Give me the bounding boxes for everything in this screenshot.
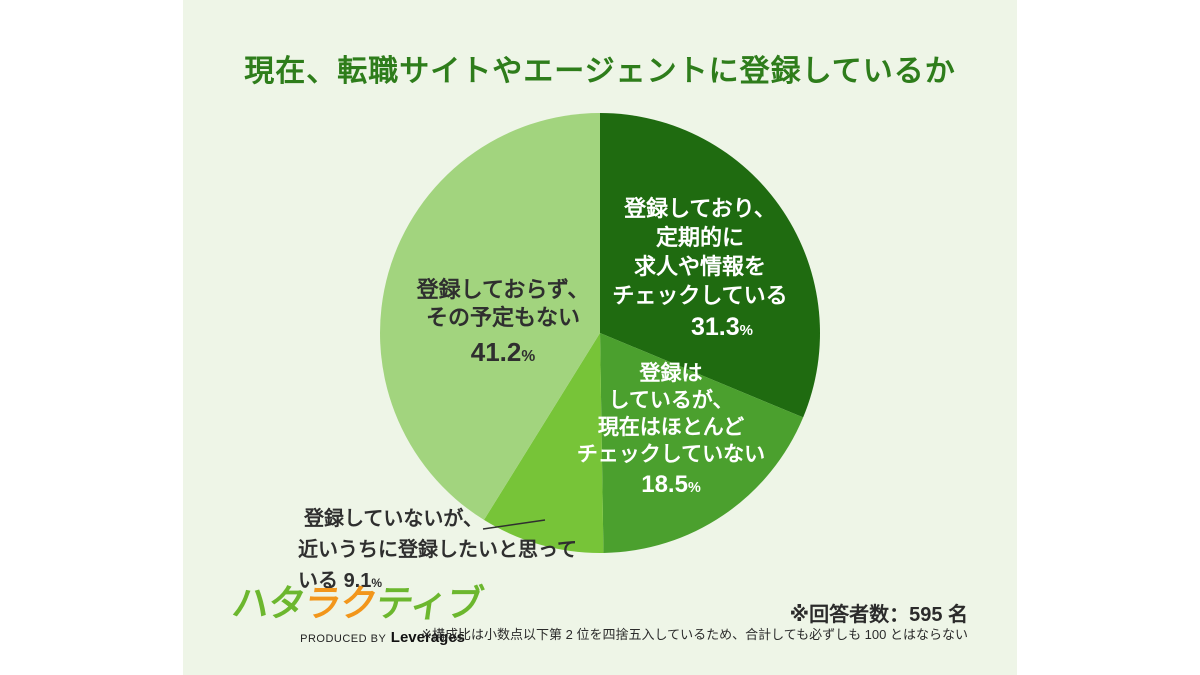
slice-label-line: 現在はほとんど: [597, 416, 745, 439]
slice-label-not-registered-wants-to: 登録していないが、 近いうちに登録したいと思っている 9.1%: [298, 504, 588, 599]
pie-slice-3: [380, 113, 600, 520]
slice-label-line: 登録しており、: [624, 196, 776, 221]
slice-label-line: 登録していないが、: [304, 508, 483, 530]
pie-slice-2: [483, 333, 604, 553]
slice-label-line: 登録しておらず、: [416, 277, 590, 302]
rounding-note: ※構成比は小数点以下第 2 位を四捨五入しているため、合計しても必ずしも 100…: [421, 627, 968, 642]
slice-label-line: 登録は: [639, 362, 703, 385]
slice-label-line: 定期的に: [655, 225, 744, 250]
logo-part: ハタ: [229, 583, 308, 624]
hatarakutive-logo: ハタラクティブ PRODUCED BY Leverages: [230, 573, 486, 647]
slice-label-registered-not-checking: 登録は しているが、 現在はほとんど チェックしていない 18.5%: [551, 360, 791, 503]
slice-percent: 31.3%: [690, 313, 753, 341]
slice-label-not-registered-no-plan: 登録しておらず、 その予定もない 41.2%: [373, 276, 633, 373]
slice-label-line: チェックしている: [612, 283, 788, 308]
logo-part: ティブ: [373, 583, 486, 624]
slice-label-line: 近いうちに登録したいと思っている 9.1%: [298, 539, 577, 592]
logo-part: ラク: [301, 583, 380, 624]
respondents-note: ※回答者数：595 名: [789, 604, 968, 626]
pie-chart: [380, 113, 820, 553]
slice-label-line: チェックしていない: [576, 443, 766, 466]
slice-label-registered-checking: 登録しており、 定期的に 求人や情報を チェックしている 31.3%: [580, 194, 820, 345]
chart-title: 現在、転職サイトやエージェントに登録しているか: [244, 55, 956, 88]
leader-line: [482, 519, 546, 530]
slice-label-line: 求人や情報を: [633, 254, 766, 279]
pie-slice-1: [600, 333, 804, 553]
slice-percent: 18.5%: [641, 471, 701, 498]
logo-wordmark: ハタラクティブ: [229, 573, 486, 627]
logo-subtitle: PRODUCED BY Leverages: [300, 629, 465, 646]
infographic-card: 現在、転職サイトやエージェントに登録しているか 登録しており、 定期的に 求人や…: [183, 0, 1017, 675]
slice-label-line: その予定もない: [425, 305, 580, 330]
slice-percent: 41.2%: [470, 337, 536, 367]
slice-percent: 9.1: [343, 570, 372, 592]
pie-slice-0: [600, 113, 820, 418]
slice-label-line: しているが、: [608, 389, 734, 412]
pie-slices: [380, 113, 820, 553]
